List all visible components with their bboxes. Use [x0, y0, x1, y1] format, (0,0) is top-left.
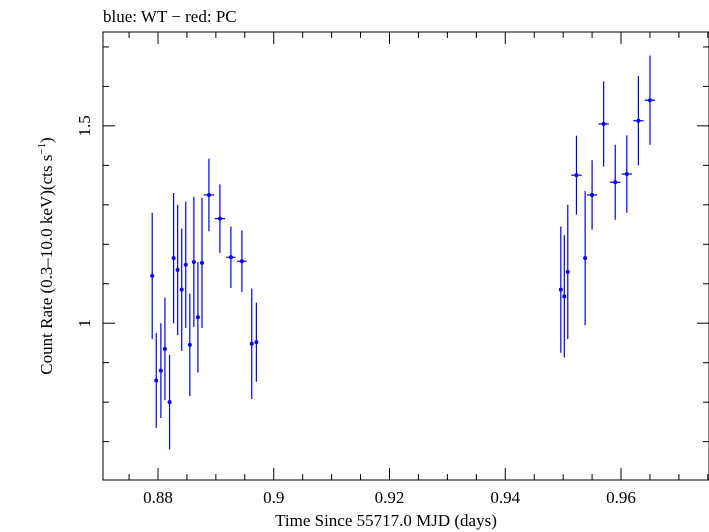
- data-marker: [590, 192, 595, 197]
- data-marker: [636, 118, 641, 123]
- y-tick-label: 1: [75, 319, 94, 328]
- data-marker: [199, 260, 204, 265]
- data-marker: [239, 259, 244, 264]
- data-point: [586, 160, 598, 230]
- data-marker: [558, 287, 563, 292]
- data-marker: [249, 341, 254, 346]
- data-marker: [183, 262, 188, 267]
- y-axis-label-main: Count Rate (0.3–10.0 keV)(cts s: [37, 155, 56, 375]
- data-point: [167, 354, 172, 450]
- data-point: [195, 262, 200, 373]
- x-tick-label: 0.92: [375, 488, 405, 507]
- y-axis-label-close: ): [37, 137, 56, 143]
- data-marker: [171, 256, 176, 261]
- data-point: [171, 192, 176, 324]
- data-marker: [206, 192, 211, 197]
- data-point: [179, 228, 184, 351]
- data-point: [610, 144, 621, 220]
- data-point: [644, 55, 656, 145]
- data-marker: [150, 273, 155, 278]
- data-marker: [583, 256, 588, 261]
- data-marker: [154, 378, 159, 383]
- data-point: [187, 293, 192, 397]
- y-tick-label: 1.5: [75, 115, 94, 136]
- chart-title: blue: WT − red: PC: [103, 7, 237, 26]
- data-marker: [195, 315, 200, 320]
- data-marker: [191, 260, 196, 265]
- data-marker: [601, 121, 606, 126]
- x-axis-label: Time Since 55717.0 MJD (days): [275, 511, 497, 530]
- data-point: [562, 235, 567, 358]
- data-point: [621, 135, 633, 213]
- x-tick-label: 0.88: [143, 488, 173, 507]
- data-point: [203, 158, 215, 232]
- data-marker: [254, 340, 259, 345]
- data-point: [598, 81, 609, 167]
- data-marker: [187, 342, 192, 347]
- data-points: [150, 55, 656, 450]
- data-point: [183, 201, 188, 328]
- data-point: [558, 226, 563, 353]
- data-marker: [613, 180, 618, 185]
- y-axis-label: Count Rate (0.3–10.0 keV)(cts s−1): [36, 137, 56, 374]
- data-point: [158, 323, 163, 418]
- data-marker: [565, 269, 570, 274]
- data-marker: [162, 346, 167, 351]
- data-point: [199, 197, 204, 328]
- axis-ticks: 0.88 0.9 0.92 0.94 0.96 1 1.5: [75, 32, 709, 507]
- data-marker: [179, 287, 184, 292]
- data-marker: [167, 400, 172, 405]
- x-tick-label: 0.94: [490, 488, 520, 507]
- data-point: [162, 297, 167, 401]
- data-point: [571, 135, 582, 215]
- x-tick-label: 0.96: [606, 488, 636, 507]
- plot-frame: [102, 31, 709, 481]
- data-marker: [562, 294, 567, 299]
- x-tick-label: 0.9: [263, 488, 284, 507]
- data-point: [583, 190, 588, 326]
- data-point: [237, 230, 247, 293]
- data-point: [254, 302, 259, 382]
- data-marker: [647, 98, 652, 103]
- data-point: [154, 333, 159, 428]
- data-point: [565, 204, 570, 340]
- data-point: [175, 204, 180, 336]
- data-point: [226, 226, 236, 289]
- data-point: [191, 196, 196, 328]
- data-marker: [574, 173, 579, 178]
- data-point: [633, 76, 644, 166]
- data-point: [150, 212, 155, 340]
- y-axis-label-superscript: −1: [36, 143, 48, 155]
- data-point: [214, 184, 226, 253]
- data-point: [249, 288, 254, 400]
- data-marker: [228, 255, 233, 260]
- data-marker: [217, 216, 222, 221]
- data-marker: [175, 267, 180, 272]
- data-marker: [158, 368, 163, 373]
- data-marker: [624, 172, 629, 177]
